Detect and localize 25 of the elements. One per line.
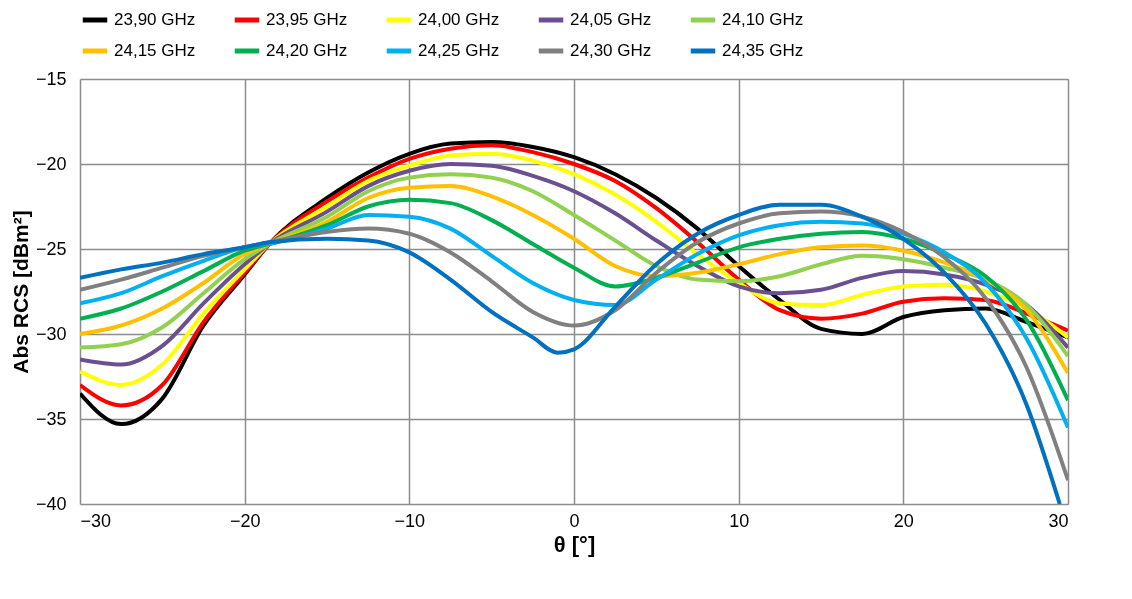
y-tick-label: −35 (35, 408, 67, 429)
y-tick-label: −20 (35, 153, 67, 174)
y-tick-label: −25 (35, 238, 67, 259)
legend-label: 24,30 GHz (570, 41, 652, 60)
x-tick-label: −30 (80, 510, 112, 531)
y-axis-title: Abs RCS [dBm²] (8, 210, 32, 374)
legend-label: 24,35 GHz (722, 41, 804, 60)
x-tick-label: −20 (229, 510, 261, 531)
legend-label: 23,95 GHz (266, 10, 348, 29)
legend-label: 24,15 GHz (114, 41, 196, 60)
x-tick-label: 0 (569, 510, 580, 531)
x-axis-title: θ [°] (553, 531, 596, 557)
legend-label: 23,90 GHz (114, 10, 196, 29)
y-tick-label: −40 (35, 493, 67, 514)
legend-label: 24,20 GHz (266, 41, 348, 60)
y-tick-label: −15 (35, 68, 67, 89)
x-tick-label: 20 (893, 510, 914, 531)
legend-label: 24,00 GHz (418, 10, 500, 29)
legend-label: 24,05 GHz (570, 10, 652, 29)
x-tick-label: 10 (729, 510, 750, 531)
y-tick-label: −30 (35, 323, 67, 344)
legend-label: 24,10 GHz (722, 10, 804, 29)
x-tick-label: 30 (1048, 510, 1069, 531)
x-tick-label: −10 (394, 510, 426, 531)
legend-label: 24,25 GHz (418, 41, 500, 60)
